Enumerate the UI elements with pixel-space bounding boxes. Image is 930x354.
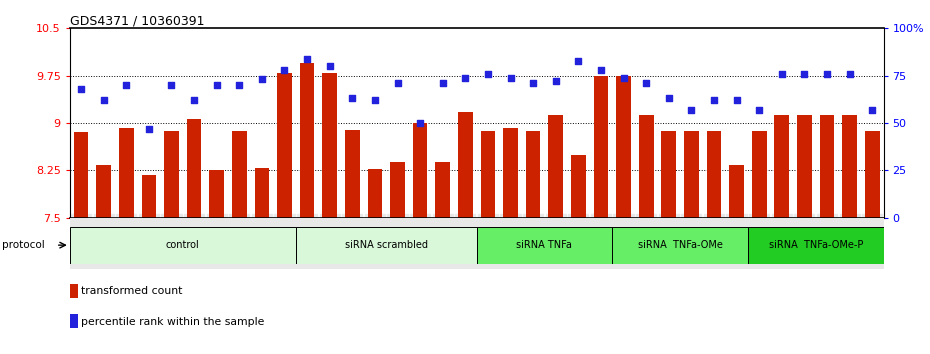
Bar	[164, 131, 179, 218]
Bar	[299, 63, 314, 218]
Text: transformed count: transformed count	[81, 286, 182, 296]
Bar	[476, 227, 612, 264]
Bar	[209, 170, 224, 218]
Bar	[458, 112, 472, 218]
Text: control: control	[166, 240, 200, 250]
Point	[413, 120, 428, 126]
Bar	[751, 131, 766, 218]
Point	[503, 75, 518, 80]
Text: protocol: protocol	[2, 240, 45, 250]
Point	[277, 67, 292, 73]
Text: siRNA  TNFa-OMe: siRNA TNFa-OMe	[638, 240, 723, 250]
Point	[164, 82, 179, 88]
Text: siRNA TNFa: siRNA TNFa	[516, 240, 572, 250]
Bar	[70, 314, 78, 329]
Bar	[391, 161, 405, 218]
Bar	[865, 131, 880, 218]
Point	[525, 80, 540, 86]
Point	[323, 63, 338, 69]
Point	[209, 82, 224, 88]
Bar	[503, 128, 518, 218]
Point	[435, 80, 450, 86]
Bar	[525, 131, 540, 218]
Bar	[187, 119, 202, 218]
Point	[729, 97, 744, 103]
Point	[187, 97, 202, 103]
Point	[616, 75, 631, 80]
Bar	[729, 165, 744, 218]
Point	[96, 97, 111, 103]
Bar	[97, 165, 111, 218]
Point	[819, 71, 834, 76]
Bar	[748, 227, 884, 264]
Bar	[367, 169, 382, 218]
Point	[299, 56, 314, 62]
Bar	[255, 168, 269, 218]
Point	[661, 96, 676, 101]
Bar	[481, 131, 496, 218]
Bar	[661, 131, 676, 218]
Point	[593, 67, 608, 73]
Point	[255, 76, 270, 82]
Bar	[70, 227, 296, 264]
Point	[751, 107, 766, 113]
Text: siRNA scrambled: siRNA scrambled	[345, 240, 428, 250]
Point	[390, 80, 405, 86]
Bar	[323, 73, 337, 218]
Point	[775, 71, 790, 76]
Bar	[413, 123, 428, 218]
Bar	[617, 76, 631, 218]
Bar	[593, 76, 608, 218]
Point	[345, 96, 360, 101]
Bar	[612, 227, 748, 264]
Point	[707, 97, 722, 103]
Bar	[73, 132, 88, 218]
Point	[458, 75, 472, 80]
Point	[571, 58, 586, 63]
Bar	[435, 161, 450, 218]
Point	[865, 107, 880, 113]
Text: siRNA  TNFa-OMe-P: siRNA TNFa-OMe-P	[768, 240, 863, 250]
Bar	[797, 115, 812, 218]
Bar	[141, 175, 156, 218]
Point	[73, 86, 88, 92]
Point	[141, 126, 156, 132]
Bar	[775, 115, 790, 218]
Point	[549, 79, 564, 84]
Bar	[345, 130, 360, 218]
Bar	[70, 284, 78, 298]
Bar	[277, 73, 292, 218]
Bar	[119, 128, 134, 218]
Point	[684, 107, 698, 113]
Text: GDS4371 / 10360391: GDS4371 / 10360391	[70, 14, 205, 27]
Bar	[232, 131, 246, 218]
Bar	[296, 227, 476, 264]
Point	[367, 97, 382, 103]
Bar	[684, 131, 698, 218]
Point	[481, 71, 496, 76]
Bar	[571, 155, 586, 218]
Point	[843, 71, 857, 76]
Point	[119, 82, 134, 88]
Bar	[843, 115, 857, 218]
Bar	[819, 115, 834, 218]
Point	[232, 82, 246, 88]
Point	[797, 71, 812, 76]
Text: percentile rank within the sample: percentile rank within the sample	[81, 317, 264, 327]
Bar	[549, 115, 563, 218]
Bar	[707, 131, 722, 218]
Bar	[639, 115, 654, 218]
Point	[639, 80, 654, 86]
